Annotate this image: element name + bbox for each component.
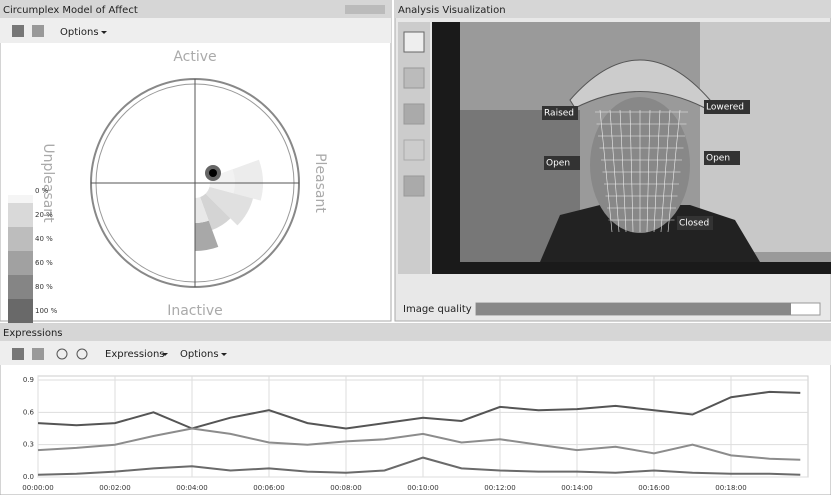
x-tick-label: 00:08:00 <box>330 484 361 492</box>
wall <box>700 22 831 252</box>
zoom-out[interactable] <box>76 348 88 360</box>
title-bar <box>395 0 831 18</box>
axis-label-left: Unpleasant <box>40 143 56 223</box>
x-tick-label: 00:18:00 <box>715 484 746 492</box>
panel-title: Circumplex Model of Affect <box>3 5 138 16</box>
x-tick-label: 00:04:00 <box>176 484 207 492</box>
mesh-line <box>646 109 651 233</box>
mesh-line <box>609 109 620 233</box>
y-tick-label: 0.0 <box>23 473 34 481</box>
series-line <box>37 390 801 430</box>
intensity-legend: 0 % 20 % 40 % 60 % 80 % 100 % <box>8 187 58 323</box>
annotation-box <box>704 100 750 114</box>
legend-label: 0 % <box>35 187 49 195</box>
tool-button[interactable] <box>403 31 425 53</box>
y-tick-label: 0.9 <box>23 376 34 384</box>
camera-image <box>432 22 831 274</box>
legend-label: 80 % <box>35 283 53 291</box>
toolbar <box>0 341 831 365</box>
panel-title: Analysis Visualization <box>398 5 506 16</box>
annotations: Raised Lowered Open Open Closed <box>542 100 750 230</box>
x-tick-label: 00:10:00 <box>407 484 438 492</box>
mesh-line <box>629 109 634 233</box>
panel-title: Expressions <box>3 328 63 339</box>
x-tick-label: 00:02:00 <box>99 484 130 492</box>
x-tick-label: 00:16:00 <box>638 484 669 492</box>
annotation-label: Raised <box>544 109 574 119</box>
quality-bar-fill <box>476 303 791 315</box>
annotation-box <box>677 216 713 230</box>
mesh-line <box>599 109 613 233</box>
toolbar <box>0 18 391 43</box>
legend-swatch <box>8 227 33 251</box>
mesh-line <box>660 109 671 233</box>
legend-swatch <box>8 195 33 203</box>
copy-icon[interactable] <box>32 348 44 360</box>
tool-button[interactable] <box>403 139 425 161</box>
dropdown-arrow <box>101 31 107 34</box>
circumplex <box>90 78 300 288</box>
legend-swatch <box>8 251 33 275</box>
copy-icon[interactable] <box>32 25 44 37</box>
x-tick-label: 00:12:00 <box>484 484 515 492</box>
legend-label: 100 % <box>35 307 58 315</box>
mesh-line <box>619 109 627 233</box>
tool-button[interactable] <box>403 67 425 89</box>
series-line <box>37 427 801 461</box>
affect-wedge <box>205 186 253 226</box>
axis-label-bottom: Inactive <box>167 303 223 319</box>
annotation-box <box>542 106 578 120</box>
annotation-box <box>704 151 740 165</box>
affect-wedge <box>195 197 209 224</box>
legend-label: 60 % <box>35 259 53 267</box>
zoom-in[interactable] <box>56 348 68 360</box>
affect-wedge <box>195 220 219 252</box>
save-icon[interactable] <box>12 348 24 360</box>
image-quality-label: Image quality <box>403 304 472 315</box>
x-tick-label: 00:00:00 <box>22 484 53 492</box>
series-line <box>37 456 801 476</box>
affect-wedge <box>200 193 231 230</box>
annotation-label: Lowered <box>706 103 744 113</box>
options-menu[interactable]: Options <box>180 349 219 360</box>
dropdown-arrow <box>162 353 168 356</box>
tool-button[interactable] <box>403 175 425 197</box>
expressions-menu[interactable]: Expressions <box>105 349 165 360</box>
axis-label-top: Active <box>173 49 216 65</box>
legend-label: 40 % <box>35 235 53 243</box>
dropdown-arrow <box>221 353 227 356</box>
title-bar <box>0 324 831 341</box>
legend-swatch <box>8 203 33 227</box>
y-tick-label: 0.6 <box>23 408 35 416</box>
x-tick-label: 00:06:00 <box>253 484 284 492</box>
save-icon[interactable] <box>12 25 24 37</box>
title-bar <box>0 0 391 18</box>
affect-dot-core <box>209 169 217 177</box>
options-menu[interactable]: Options <box>60 27 99 38</box>
annotation-label: Open <box>706 154 730 164</box>
window-buttons[interactable] <box>345 5 385 14</box>
expressions-chart: 0.0 0.3 0.6 0.9 00:00:00 00:02:00 00:04:00 00:0… <box>22 375 809 492</box>
annotation-box <box>544 156 580 170</box>
face-mesh <box>595 109 688 233</box>
legend-label: 20 % <box>35 211 53 219</box>
x-tick-label: 00:14:00 <box>561 484 592 492</box>
annotation-label: Open <box>546 159 570 169</box>
legend-swatch <box>8 299 33 323</box>
legend-swatch <box>8 275 33 299</box>
mesh-line <box>667 109 681 233</box>
y-tick-label: 0.3 <box>23 441 34 449</box>
mesh-line <box>653 109 661 233</box>
annotation-label: Closed <box>679 219 709 229</box>
affect-wedge <box>209 169 235 194</box>
tool-button[interactable] <box>403 103 425 125</box>
axis-label-right: Pleasant <box>312 153 328 213</box>
